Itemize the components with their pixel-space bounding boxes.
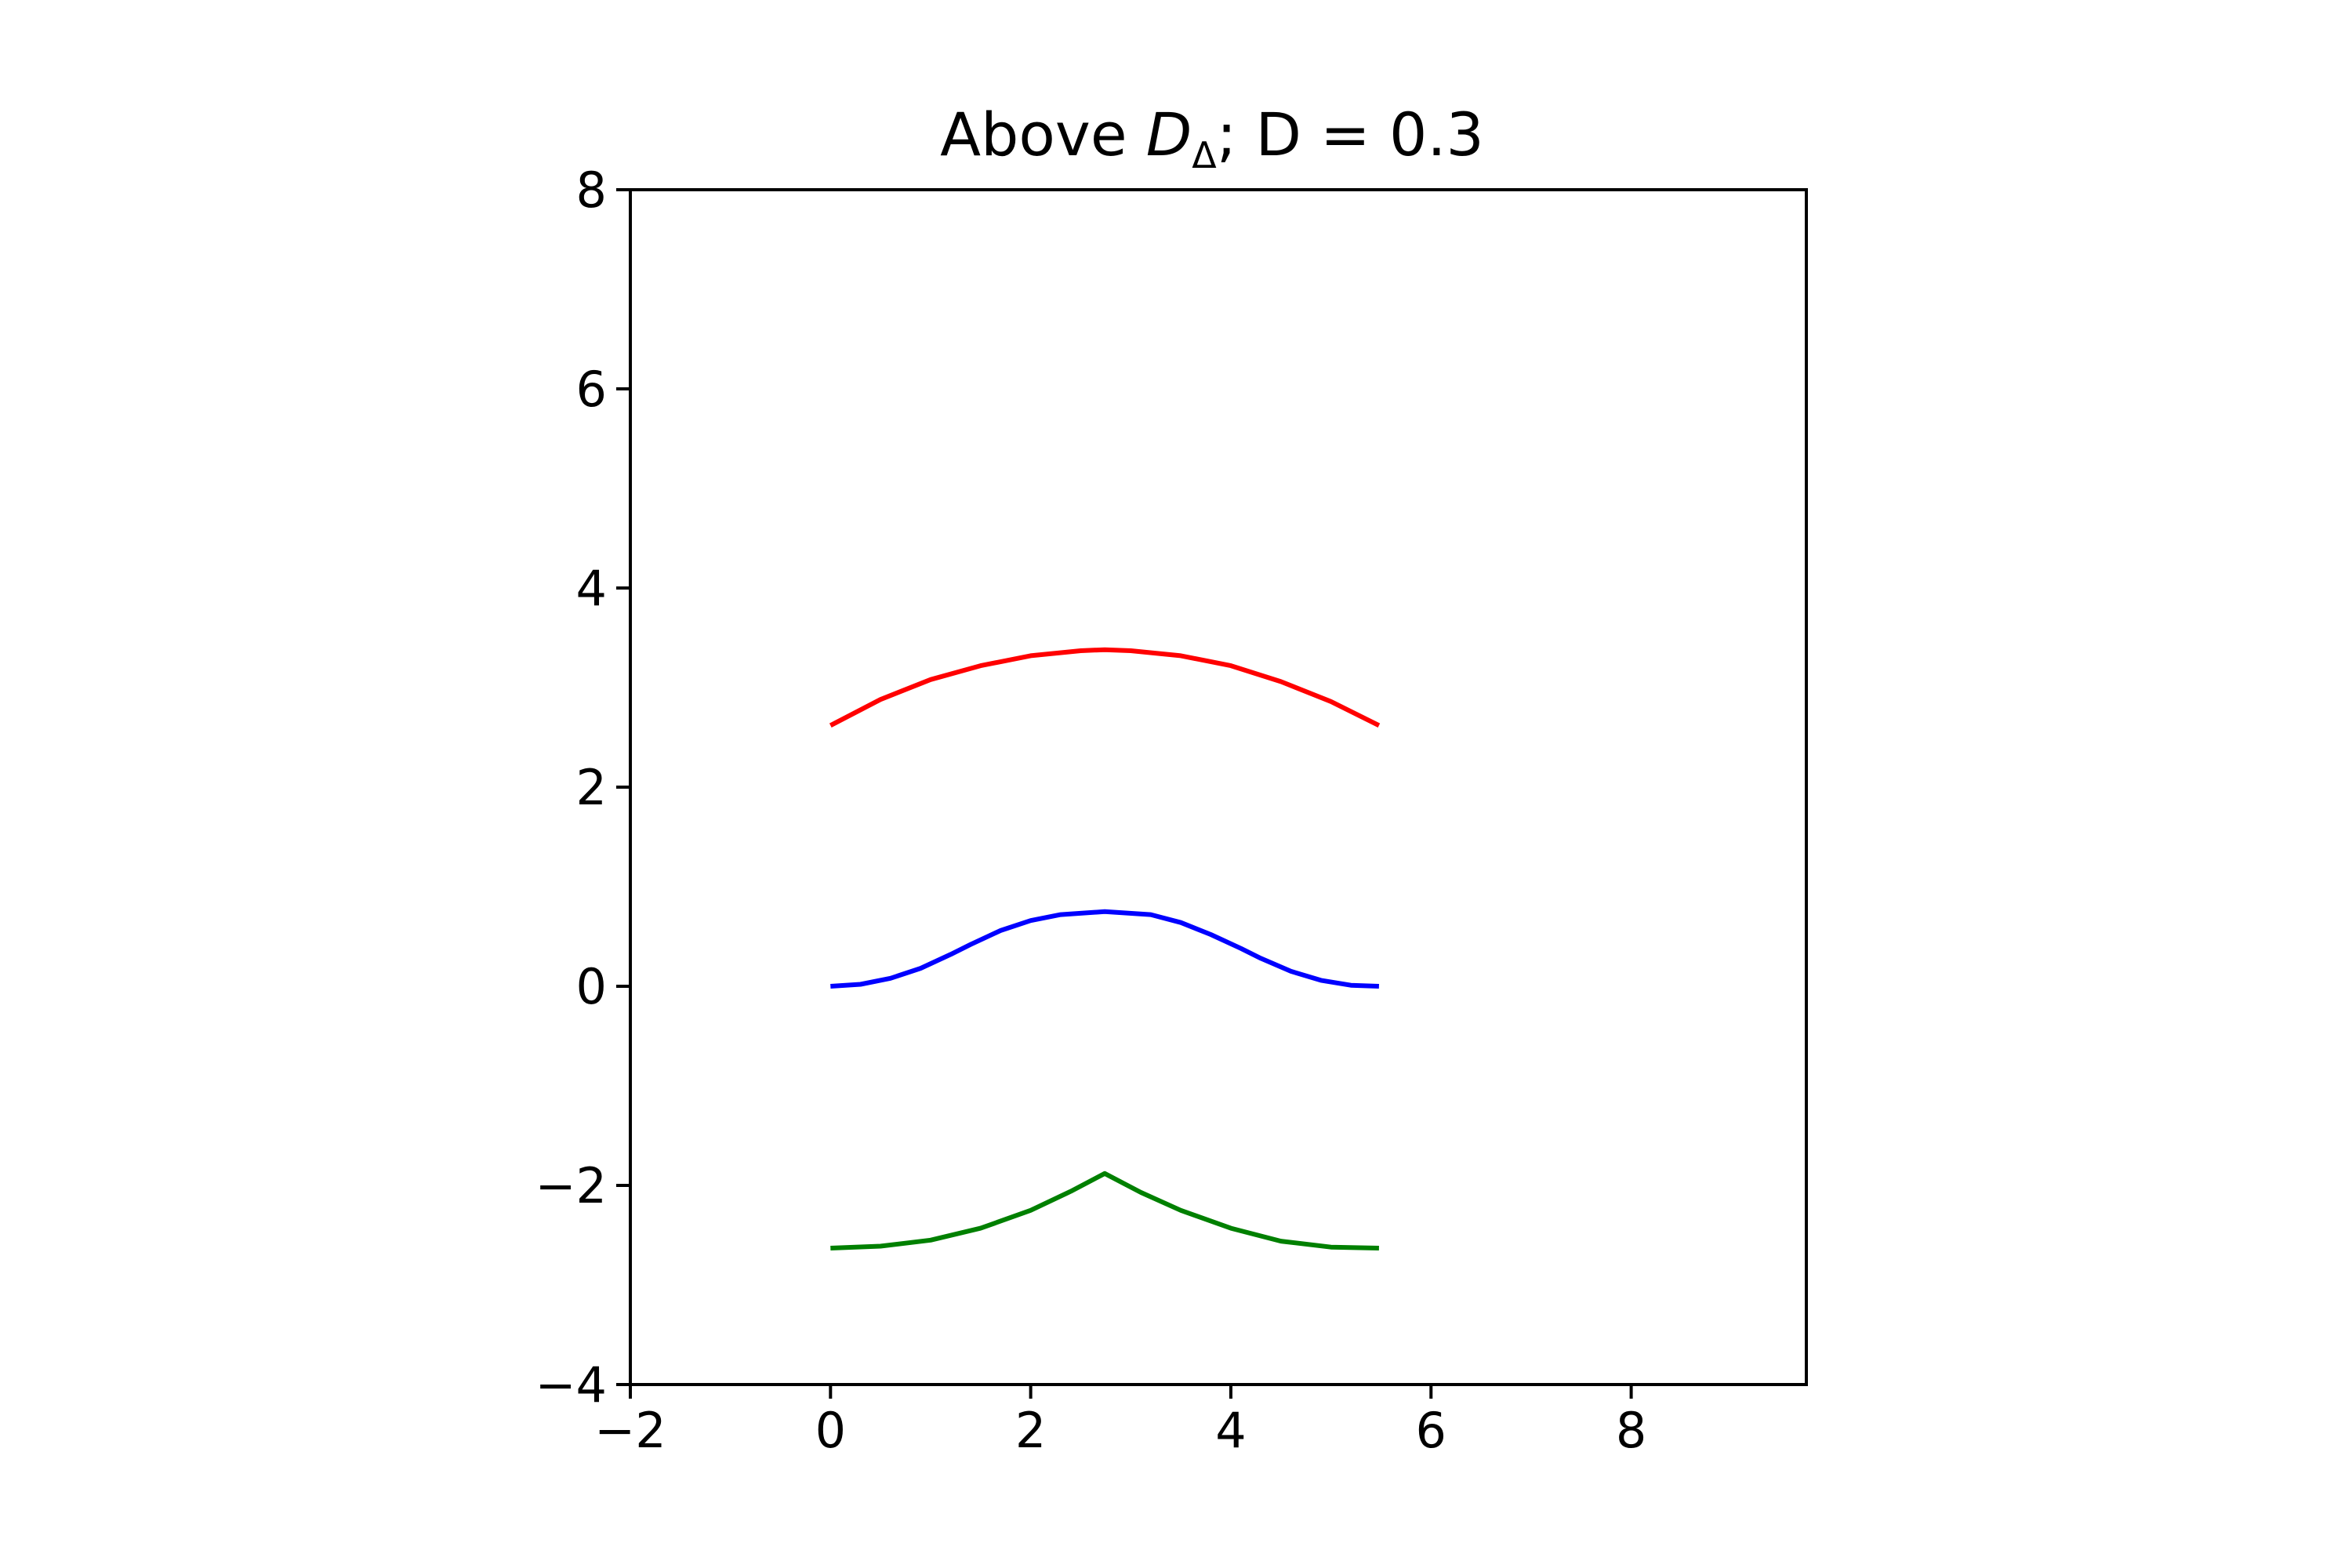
x-tick-label: 2 (1015, 1402, 1046, 1459)
series-line-blue (830, 909, 1380, 989)
x-axis: −2 0 2 4 6 8 (594, 1385, 1646, 1459)
series-layer (829, 647, 1381, 1250)
x-tick-label: −2 (594, 1402, 666, 1459)
y-axis: −4 −2 0 2 4 6 8 (535, 162, 630, 1414)
y-tick-label: 6 (576, 361, 607, 418)
x-tick-label: 6 (1416, 1402, 1446, 1459)
series-line-red (829, 647, 1381, 728)
y-tick-label: −4 (535, 1356, 607, 1414)
x-tick-label: 0 (815, 1402, 846, 1459)
y-tick-label: −2 (535, 1157, 607, 1214)
y-tick-label: 4 (576, 560, 607, 617)
x-tick-label: 8 (1616, 1402, 1646, 1459)
chart-title: Above DΔ; D = 0.3 (940, 100, 1484, 176)
x-tick-label: 4 (1215, 1402, 1246, 1459)
y-tick-label: 8 (576, 162, 607, 219)
y-tick-label: 2 (576, 759, 607, 816)
y-tick-label: 0 (576, 958, 607, 1015)
series-line-green (830, 1171, 1379, 1250)
plot-area (629, 188, 1808, 1386)
